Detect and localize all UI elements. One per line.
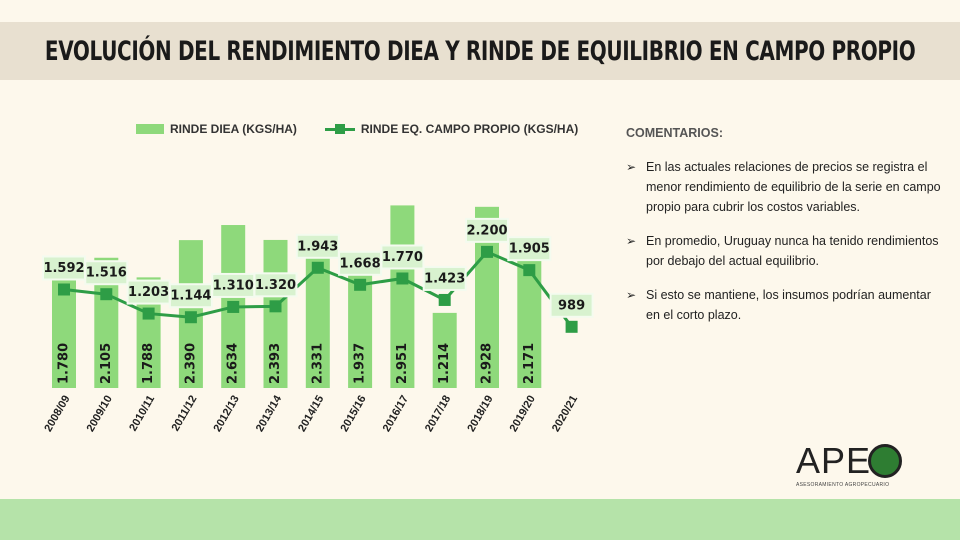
bar-value-label: 2.390 [183, 343, 198, 384]
ape-logo: APE ASESORAMIENTO AGROPECUARIO [796, 440, 916, 492]
bar-value-label: 2.331 [310, 343, 325, 384]
line-label-box [507, 236, 552, 262]
line-label-box [253, 272, 298, 298]
line-marker [100, 288, 113, 301]
line-value-label: 1.310 [213, 278, 254, 293]
line-marker [481, 245, 493, 258]
logo-tagline: ASESORAMIENTO AGROPECUARIO [796, 482, 890, 488]
bar [263, 239, 288, 388]
logo-text: APE [796, 440, 872, 481]
line-marker [438, 293, 451, 306]
x-tick-label: 2020/21 [550, 394, 580, 434]
bar-value-label: 2.393 [268, 343, 283, 384]
x-tick-label: 2013/14 [254, 393, 285, 434]
line-label-box [295, 233, 340, 259]
line-marker [269, 300, 282, 313]
x-tick-label: 2014/15 [296, 394, 326, 434]
x-tick-label: 2011/12 [170, 394, 200, 434]
legend-line-swatch [324, 124, 355, 134]
bar [432, 312, 457, 388]
line-marker [311, 261, 324, 274]
legend-line-label: RINDE EQ. CAMPO PROPIO (KGS/HA) [360, 122, 579, 136]
line-marker [396, 272, 409, 285]
line-marker [58, 283, 70, 296]
chart: 1.780 2008/09 2.105 2009/10 1.788 2010/11 2.39… [42, 205, 594, 434]
comments-panel: COMENTARIOS: En las actuales relaciones … [626, 123, 946, 339]
line-label-box [380, 244, 425, 270]
comments-list: En las actuales relaciones de precios se… [626, 157, 946, 325]
bar-value-label: 1.788 [141, 343, 156, 384]
line-marker [523, 264, 536, 277]
bar [52, 277, 76, 388]
comment-item: En promedio, Uruguay nunca ha tenido ren… [626, 231, 946, 271]
bar-value-label: 2.634 [226, 343, 241, 384]
line-label-box [549, 292, 594, 318]
bar-value-label: 1.780 [57, 343, 72, 384]
line-value-label: 2.200 [466, 223, 507, 238]
chart-legend: RINDE DIEA (KGS/HA) RINDE EQ. CAMPO PROP… [136, 122, 606, 136]
bar-value-label: 2.171 [522, 343, 537, 384]
line-value-label: 1.144 [170, 289, 211, 304]
line-value-label: 989 [558, 298, 585, 313]
line-marker [184, 311, 197, 324]
comments-heading: COMENTARIOS: [626, 126, 723, 140]
x-tick-label: 2015/16 [338, 394, 368, 434]
bar-value-label: 2.105 [99, 343, 114, 384]
line-marker [565, 320, 578, 333]
x-tick-label: 2008/09 [42, 394, 72, 434]
legend-bar-label: RINDE DIEA (KGS/HA) [170, 122, 297, 136]
line-value-label: 1.203 [128, 285, 169, 300]
bar-value-label: 1.937 [353, 343, 368, 384]
line-value-label: 1.905 [509, 242, 550, 257]
line-value-label: 1.943 [297, 239, 338, 254]
x-tick-label: 2012/13 [212, 394, 242, 434]
line-marker [354, 278, 367, 291]
line-value-label: 1.770 [382, 250, 423, 265]
line-label-box [84, 260, 129, 286]
x-tick-label: 2009/10 [85, 394, 115, 434]
line-marker [227, 300, 240, 313]
line-label-box [422, 265, 467, 291]
legend-item-line: RINDE EQ. CAMPO PROPIO (KGS/HA) [324, 122, 579, 136]
line-value-label: 1.320 [255, 278, 296, 293]
x-tick-label: 2016/17 [381, 394, 411, 434]
title-bar: EVOLUCIÓN DEL RENDIMIENTO DIEA Y RINDE D… [0, 22, 960, 80]
x-tick-label: 2010/11 [127, 394, 157, 434]
line-value-label: 1.592 [43, 261, 84, 276]
page-title: EVOLUCIÓN DEL RENDIMIENTO DIEA Y RINDE D… [44, 35, 916, 67]
comment-item: Si esto se mantiene, los insumos podrían… [626, 285, 946, 325]
line-marker [142, 307, 155, 320]
bar [390, 205, 415, 388]
bar-value-label: 2.928 [480, 343, 495, 384]
legend-bar-swatch [136, 124, 164, 134]
bar-value-label: 2.951 [395, 343, 410, 384]
x-tick-label: 2018/19 [465, 394, 495, 434]
line-value-label: 1.423 [424, 271, 465, 286]
line-value-label: 1.668 [340, 256, 381, 271]
legend-item-bars: RINDE DIEA (KGS/HA) [136, 122, 297, 136]
bar-value-label: 1.214 [437, 343, 452, 384]
x-tick-label: 2017/18 [423, 394, 453, 434]
comment-item: En las actuales relaciones de precios se… [626, 157, 946, 217]
footer-band [0, 499, 960, 540]
line-label-box [465, 217, 509, 243]
line-value-label: 1.516 [86, 266, 127, 281]
x-tick-label: 2019/20 [508, 394, 538, 434]
logo-emblem-icon [868, 444, 902, 478]
